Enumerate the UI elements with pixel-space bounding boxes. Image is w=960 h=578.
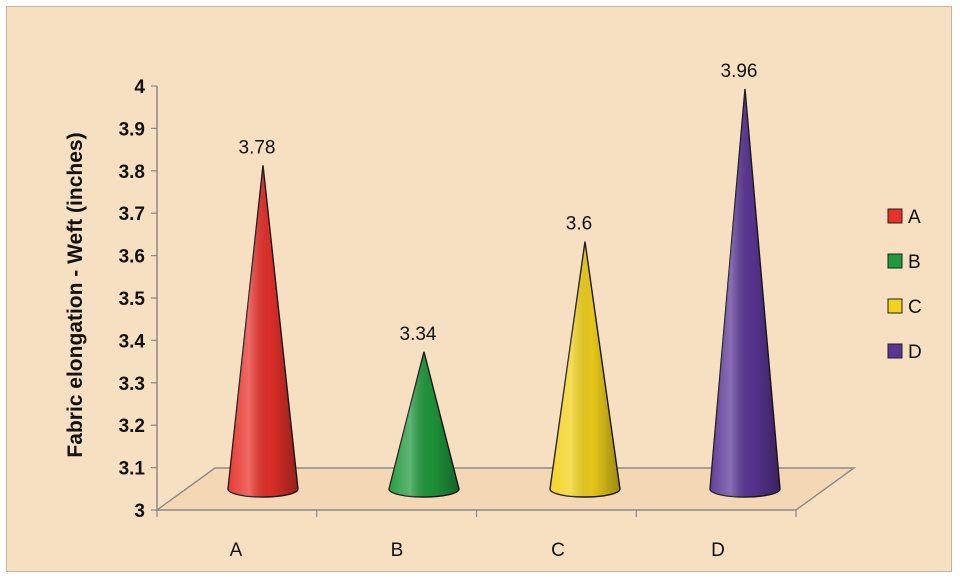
- legend-item: D: [887, 342, 922, 363]
- legend-swatch: [887, 298, 903, 314]
- data-label: 3.34: [400, 324, 437, 345]
- legend-label: A: [908, 207, 921, 228]
- x-tick-label: D: [711, 540, 725, 561]
- cone-bar-b: [388, 351, 460, 498]
- x-axis: A B C D: [156, 510, 797, 561]
- cone-series: [227, 88, 781, 498]
- x-tick-label: C: [551, 540, 565, 561]
- y-tick-label: 3.2: [119, 416, 145, 437]
- legend-label: D: [908, 342, 922, 363]
- data-label: 3.96: [721, 61, 758, 82]
- y-tick-label: 3.1: [119, 459, 146, 480]
- y-tick-label: 3.3: [119, 374, 145, 395]
- legend-item: B: [887, 252, 921, 273]
- cone-bar-d: [709, 88, 781, 498]
- y-tick-label: 3.7: [119, 204, 145, 225]
- y-tick-label: 3.8: [119, 162, 145, 183]
- data-label: 3.78: [239, 137, 276, 158]
- cone-bar-c: [549, 241, 621, 498]
- floor-plane: [154, 467, 857, 511]
- legend-swatch: [887, 343, 903, 359]
- y-axis: 3 3.1 3.2 3.3 3.4 3.5 3.6 3.7 3.8 3.9 4: [119, 77, 158, 522]
- data-labels: 3.78 3.34 3.6 3.96: [239, 61, 758, 345]
- y-tick-label: 3.4: [119, 331, 146, 352]
- data-label: 3.6: [566, 214, 592, 235]
- chart-floor: [154, 467, 857, 511]
- y-tick-label: 3.5: [119, 289, 146, 310]
- legend-item: C: [887, 297, 922, 318]
- cone-bar-a: [227, 165, 299, 498]
- legend-item: A: [887, 207, 921, 228]
- legend-label: C: [908, 297, 922, 318]
- y-tick-label: 3.9: [119, 119, 145, 140]
- x-tick-label: A: [230, 540, 243, 561]
- y-axis-title: Fabric elongation - Weft (inches): [64, 132, 87, 457]
- y-tick-label: 3.6: [119, 247, 145, 268]
- y-tick-label: 3: [134, 501, 145, 522]
- legend: A B C D: [887, 207, 922, 363]
- legend-swatch: [887, 253, 903, 269]
- y-tick-label: 4: [134, 77, 145, 98]
- x-tick-label: B: [391, 540, 404, 561]
- legend-swatch: [887, 208, 903, 224]
- legend-label: B: [908, 252, 921, 273]
